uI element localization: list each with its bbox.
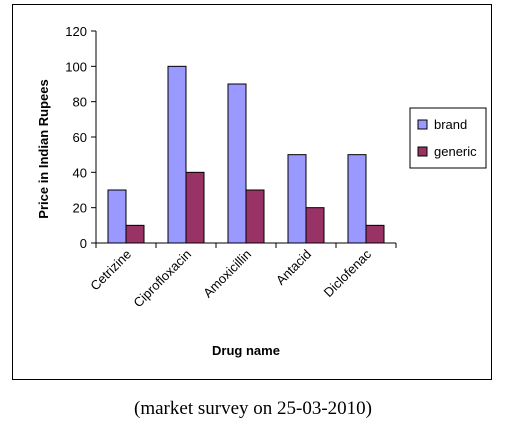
bar-brand-cetrizine <box>107 189 127 244</box>
y-tick-label: 40 <box>73 165 87 180</box>
x-tick-label: Diclofenac <box>321 246 375 300</box>
chart-frame <box>12 4 492 380</box>
y-axis-ticks: 0 20 40 60 80 100 120 <box>65 24 96 251</box>
bar-brand-ciprofloxacin <box>167 65 187 244</box>
bar-generic-ciprofloxacin <box>185 171 205 244</box>
legend-label-brand: brand <box>434 117 467 132</box>
legend-swatch-generic <box>417 146 428 157</box>
bar-generic-diclofenac <box>365 224 385 244</box>
bars <box>107 65 385 244</box>
bar-brand-diclofenac <box>347 154 367 244</box>
legend-label-generic: generic <box>434 144 477 159</box>
bar-brand-amoxicillin <box>227 83 247 244</box>
y-tick-label: 100 <box>65 59 87 74</box>
y-tick-label: 60 <box>73 130 87 145</box>
axes <box>95 31 396 244</box>
y-tick-label: 80 <box>73 95 87 110</box>
bar-generic-amoxicillin <box>245 189 265 244</box>
y-tick-label: 0 <box>80 236 87 251</box>
legend-box <box>409 107 487 169</box>
y-axis-title: Price in Indian Rupees <box>36 79 51 218</box>
x-tick-label: Antacid <box>273 247 314 288</box>
x-axis-title: Drug name <box>212 343 280 358</box>
x-tick-label: Ciprofloxacin <box>130 247 194 311</box>
x-tick-label: Cetrizine <box>87 247 134 294</box>
bar-brand-antacid <box>287 154 307 244</box>
legend: brand generic <box>409 107 487 169</box>
x-tick-label: Amoxicillin <box>200 247 254 301</box>
chart-caption: (market survey on 25-03-2010) <box>134 398 372 419</box>
bar-generic-antacid <box>305 207 325 244</box>
bar-generic-cetrizine <box>125 224 145 244</box>
legend-swatch-brand <box>417 119 428 130</box>
y-tick-label: 20 <box>73 201 87 216</box>
y-tick-label: 120 <box>65 24 87 39</box>
